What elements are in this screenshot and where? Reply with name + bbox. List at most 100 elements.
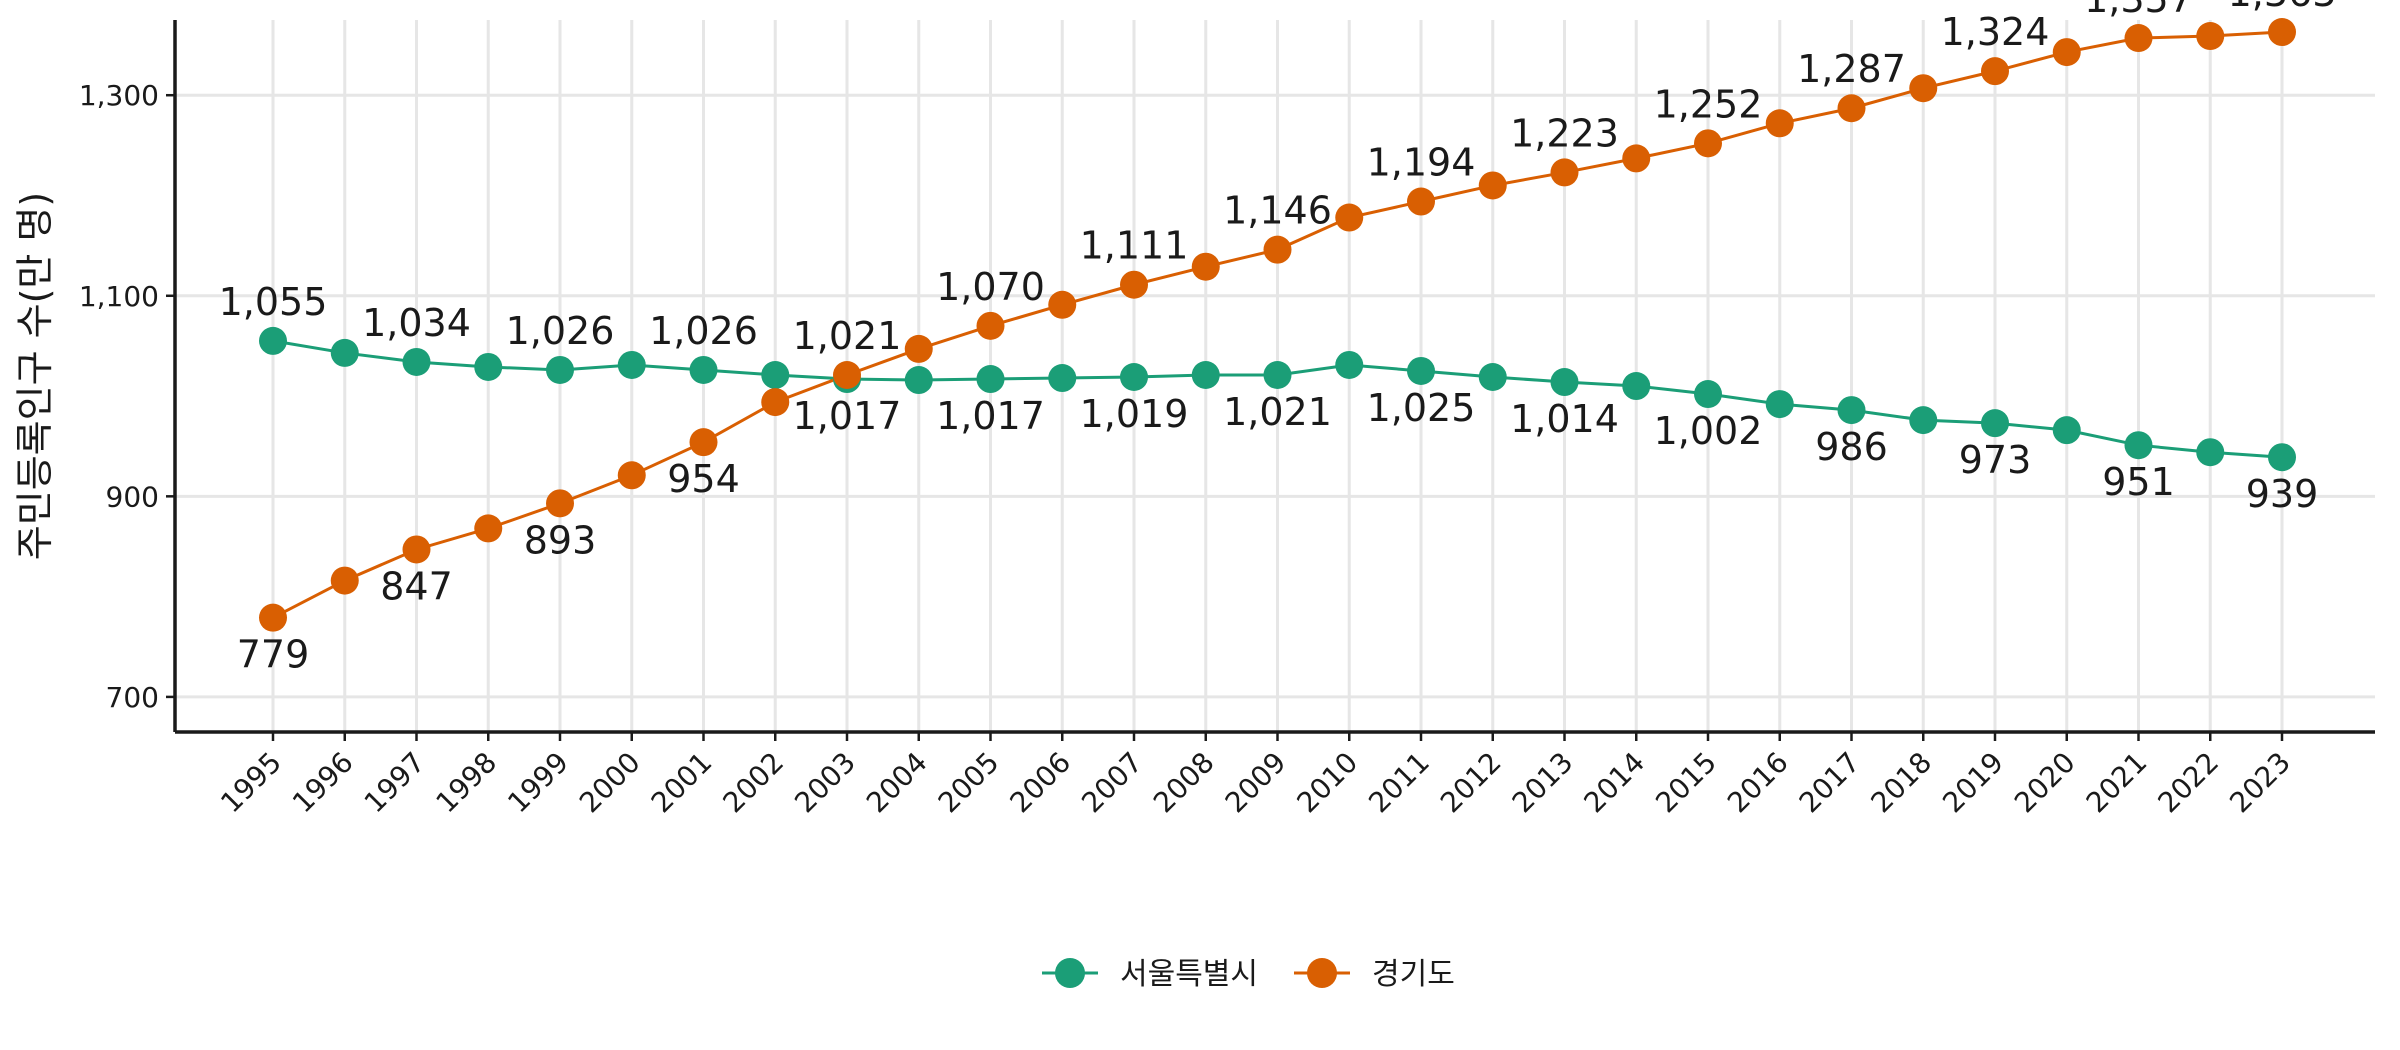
legend: 서울특별시 경기도 bbox=[1042, 957, 1455, 992]
data-label: 1,014 bbox=[1510, 397, 1619, 441]
data-label: 1,194 bbox=[1367, 141, 1476, 185]
data-point bbox=[402, 347, 431, 376]
x-tick-label: 1999 bbox=[501, 746, 575, 820]
data-point bbox=[1191, 252, 1220, 281]
x-tick-label: 2020 bbox=[2008, 746, 2082, 820]
data-point bbox=[1622, 144, 1651, 173]
legend-label: 서울특별시 bbox=[1120, 957, 1258, 992]
data-point bbox=[617, 350, 646, 379]
data-label: 1,055 bbox=[219, 280, 328, 324]
x-axis-ticks: 1995199619971998199920002001200220032004… bbox=[214, 732, 2297, 819]
y-axis-title: 주민등록인구 수(만 명) bbox=[13, 192, 57, 560]
axes bbox=[173, 20, 2375, 734]
data-point bbox=[1837, 94, 1866, 123]
data-point bbox=[761, 388, 790, 417]
x-tick-label: 2010 bbox=[1290, 746, 1364, 820]
data-label: 1,252 bbox=[1654, 82, 1763, 126]
data-label: 1,002 bbox=[1654, 409, 1763, 453]
data-point bbox=[1335, 203, 1364, 232]
data-label: 951 bbox=[2102, 460, 2175, 504]
data-point bbox=[259, 603, 287, 632]
data-point bbox=[833, 360, 861, 389]
data-label: 1,017 bbox=[936, 394, 1045, 438]
x-tick-label: 2001 bbox=[645, 746, 719, 820]
data-label: 1,324 bbox=[1941, 10, 2050, 54]
data-label: 1,025 bbox=[1367, 386, 1476, 430]
x-tick-label: 2022 bbox=[2151, 746, 2225, 820]
data-point bbox=[1909, 74, 1938, 103]
x-tick-label: 2018 bbox=[1864, 746, 1938, 820]
x-tick-label: 1996 bbox=[286, 746, 360, 820]
data-point bbox=[904, 334, 933, 363]
x-tick-label: 2008 bbox=[1147, 746, 1221, 820]
y-axis-ticks: 700 900 1,100 1,300 bbox=[79, 79, 175, 714]
data-point bbox=[1550, 368, 1579, 397]
data-point bbox=[1694, 380, 1722, 409]
data-label: 939 bbox=[2246, 472, 2319, 516]
data-point bbox=[1478, 171, 1507, 200]
data-label: 986 bbox=[1815, 425, 1888, 469]
x-tick-label: 1995 bbox=[214, 746, 288, 820]
data-label: 1,070 bbox=[936, 265, 1045, 309]
data-point bbox=[474, 352, 503, 381]
data-label: 847 bbox=[380, 564, 453, 608]
data-point bbox=[1981, 57, 2009, 86]
data-point bbox=[1765, 390, 1794, 419]
x-tick-label: 2000 bbox=[573, 746, 647, 820]
data-label: 1,111 bbox=[1080, 224, 1189, 268]
x-tick-label: 2019 bbox=[1936, 746, 2010, 820]
data-label: 1,363 bbox=[2228, 0, 2337, 15]
data-point bbox=[1263, 360, 1292, 389]
x-tick-label: 2007 bbox=[1075, 746, 1149, 820]
data-point bbox=[330, 338, 359, 367]
data-point bbox=[2124, 24, 2153, 53]
data-point bbox=[1765, 109, 1794, 138]
data-label: 1,034 bbox=[362, 301, 471, 345]
data-label: 1,019 bbox=[1080, 392, 1189, 436]
data-label: 779 bbox=[237, 633, 310, 677]
data-point bbox=[546, 489, 574, 518]
x-tick-label: 2003 bbox=[788, 746, 862, 820]
data-label: 893 bbox=[524, 518, 597, 562]
data-point bbox=[689, 428, 718, 457]
data-label: 1,017 bbox=[793, 394, 902, 438]
data-point bbox=[2196, 438, 2225, 467]
x-tick-label: 2006 bbox=[1003, 746, 1077, 820]
data-label: 954 bbox=[667, 457, 740, 501]
data-label: 1,357 bbox=[2084, 0, 2193, 21]
series-layer bbox=[259, 18, 2296, 632]
data-point bbox=[1837, 396, 1866, 425]
data-label: 1,026 bbox=[506, 309, 615, 353]
x-tick-label: 2013 bbox=[1506, 746, 1580, 820]
x-tick-label: 1997 bbox=[358, 746, 432, 820]
data-point bbox=[1191, 360, 1220, 389]
data-point bbox=[1694, 129, 1722, 158]
data-point bbox=[546, 355, 574, 384]
data-point bbox=[976, 311, 1005, 340]
data-point bbox=[1048, 364, 1077, 393]
data-point bbox=[2268, 18, 2296, 47]
data-point bbox=[1335, 350, 1364, 379]
y-tick-label: 1,100 bbox=[79, 280, 159, 313]
data-label: 1,223 bbox=[1510, 111, 1619, 155]
data-point bbox=[1048, 290, 1077, 319]
data-point bbox=[259, 326, 287, 355]
x-tick-label: 2011 bbox=[1362, 746, 1436, 820]
x-tick-label: 2002 bbox=[716, 746, 790, 820]
x-tick-label: 2015 bbox=[1649, 746, 1723, 820]
x-tick-label: 2005 bbox=[932, 746, 1006, 820]
legend-marker bbox=[1055, 958, 1085, 988]
data-point bbox=[1263, 235, 1292, 264]
data-point bbox=[1981, 409, 2009, 438]
y-tick-label: 1,300 bbox=[79, 79, 159, 112]
data-point bbox=[1622, 372, 1651, 401]
x-tick-label: 2009 bbox=[1219, 746, 1293, 820]
data-point bbox=[1407, 187, 1435, 216]
x-tick-label: 2017 bbox=[1793, 746, 1867, 820]
data-point bbox=[1550, 158, 1579, 187]
data-point bbox=[2052, 38, 2081, 67]
y-tick-label: 900 bbox=[106, 480, 159, 513]
data-point bbox=[976, 365, 1005, 394]
data-point bbox=[1909, 406, 1938, 435]
data-label: 973 bbox=[1959, 438, 2032, 482]
